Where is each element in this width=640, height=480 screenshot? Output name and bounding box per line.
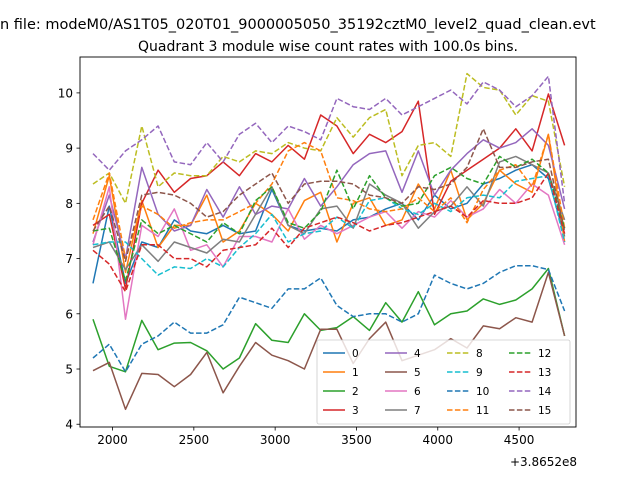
- y-tick-label: 5: [65, 363, 73, 377]
- series-line-9: [92, 174, 566, 276]
- chart-title: Quadrant 3 module wise count rates with …: [138, 39, 518, 55]
- series-line-11: [92, 133, 566, 260]
- series-line-10: [92, 264, 566, 373]
- series-line-4: [92, 128, 566, 260]
- x-tick-label: 3000: [260, 433, 291, 447]
- series-line-7: [92, 155, 566, 271]
- legend-label-1: 1: [352, 367, 359, 379]
- legend-label-2: 2: [352, 386, 359, 398]
- legend-label-0: 0: [352, 348, 359, 360]
- x-tick-label: 3500: [341, 433, 372, 447]
- y-tick-label: 4: [65, 418, 73, 432]
- legend-label-13: 13: [538, 367, 551, 379]
- legend-frame: [316, 339, 571, 425]
- legend-label-11: 11: [476, 405, 489, 417]
- y-tick-label: 7: [65, 252, 73, 266]
- legend-label-14: 14: [538, 386, 552, 398]
- x-tick-label: 2000: [97, 433, 128, 447]
- y-tick-label: 6: [65, 307, 73, 321]
- x-tick-label: 2500: [179, 433, 210, 447]
- series-line-12: [92, 155, 566, 282]
- series-line-5: [92, 271, 566, 411]
- legend-label-7: 7: [414, 405, 421, 417]
- figure-suptitle: n file: modeM0/AS1T05_020T01_9000005050_…: [0, 17, 596, 33]
- x-axis-offset-label: +3.8652e8: [510, 455, 577, 469]
- series-line-14: [92, 75, 566, 204]
- legend-label-10: 10: [476, 386, 489, 398]
- y-axis: 4 5 6 7 8 9 10: [58, 86, 80, 432]
- y-tick-label: 10: [58, 86, 73, 100]
- legend-label-6: 6: [414, 386, 421, 398]
- series-line-13: [92, 172, 566, 293]
- x-tick-label: 4500: [504, 433, 535, 447]
- legend-label-4: 4: [414, 348, 421, 360]
- legend-label-12: 12: [538, 348, 551, 360]
- series-line-3: [92, 93, 566, 290]
- series-line-6: [92, 183, 566, 321]
- y-tick-label: 8: [65, 197, 73, 211]
- y-tick-label: 9: [65, 142, 73, 156]
- axes-frame: [79, 56, 577, 428]
- x-axis: 2000 2500 3000 3500 4000 4500: [97, 427, 534, 447]
- legend-label-3: 3: [352, 405, 359, 417]
- legend-label-15: 15: [538, 405, 551, 417]
- series-lines: [92, 72, 566, 411]
- legend-label-5: 5: [414, 367, 421, 379]
- series-line-8: [92, 72, 566, 205]
- legend-label-9: 9: [476, 367, 483, 379]
- legend-label-8: 8: [476, 348, 483, 360]
- series-line-15: [92, 128, 566, 263]
- x-tick-label: 4000: [422, 433, 453, 447]
